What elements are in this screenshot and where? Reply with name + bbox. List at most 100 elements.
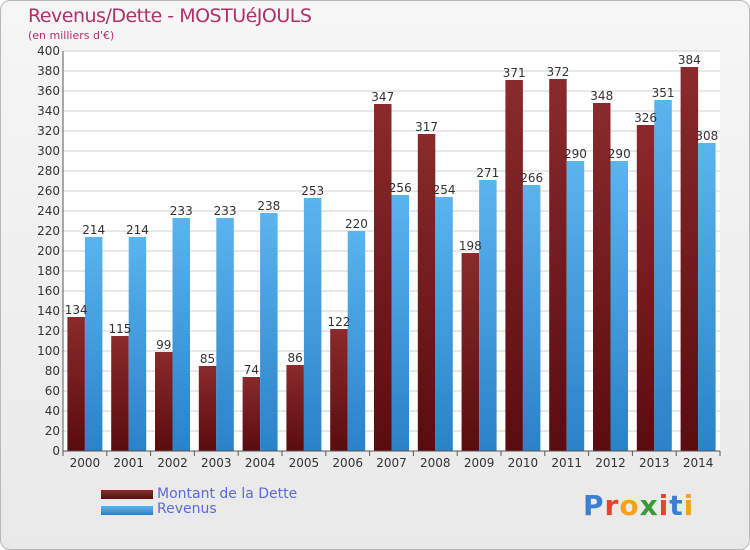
y-tick-label: 280 xyxy=(37,164,60,178)
data-label: 266 xyxy=(520,171,543,185)
data-label: 233 xyxy=(170,204,193,218)
logo-letter: t xyxy=(669,489,684,522)
y-tick-label: 200 xyxy=(37,244,60,258)
y-tick-label: 240 xyxy=(37,204,60,218)
data-label: 198 xyxy=(459,239,482,253)
logo-letter: o xyxy=(619,489,640,522)
data-label: 214 xyxy=(82,223,105,237)
data-label: 134 xyxy=(65,303,88,317)
legend-label-revenus: Revenus xyxy=(157,501,217,517)
data-label: 254 xyxy=(433,183,456,197)
y-tick-label: 0 xyxy=(52,444,60,458)
bar-revenus xyxy=(260,213,278,451)
data-label: 308 xyxy=(695,129,718,143)
x-tick-label: 2012 xyxy=(595,456,626,470)
proxiti-logo: Proxiti xyxy=(583,489,694,522)
bar-revenus xyxy=(84,237,103,451)
legend-swatch-revenus xyxy=(101,506,153,515)
bar-debt xyxy=(417,134,436,451)
data-label: 238 xyxy=(257,199,280,213)
x-tick-label: 2004 xyxy=(245,456,276,470)
x-tick-label: 2007 xyxy=(376,456,407,470)
bar-revenus xyxy=(128,237,147,451)
bar-revenus xyxy=(347,231,366,451)
data-label: 253 xyxy=(301,184,324,198)
x-tick-label: 2003 xyxy=(201,456,232,470)
bar-revenus xyxy=(698,143,716,451)
y-tick-label: 120 xyxy=(37,324,60,338)
bar-revenus xyxy=(522,185,541,451)
data-label: 317 xyxy=(415,120,438,134)
x-tick-label: 2013 xyxy=(639,456,670,470)
bar-debt xyxy=(461,253,480,451)
bar-revenus xyxy=(216,218,234,451)
bar-debt xyxy=(242,377,261,451)
y-tick-label: 380 xyxy=(37,64,60,78)
data-label: 86 xyxy=(288,351,303,365)
y-tick-label: 340 xyxy=(37,104,60,118)
bar-debt xyxy=(505,80,523,451)
x-tick-label: 2001 xyxy=(113,456,144,470)
bar-debt xyxy=(286,365,304,451)
bar-revenus xyxy=(172,218,190,451)
data-label: 372 xyxy=(546,65,569,79)
bar-debt xyxy=(374,104,392,451)
data-label: 85 xyxy=(200,352,215,366)
y-tick-label: 320 xyxy=(37,124,60,138)
y-tick-label: 40 xyxy=(45,404,60,418)
x-tick-label: 2009 xyxy=(464,456,495,470)
bar-debt xyxy=(111,336,129,451)
bar-debt xyxy=(636,125,655,451)
y-tick-label: 360 xyxy=(37,84,60,98)
x-tick-label: 2011 xyxy=(551,456,582,470)
logo-letter: x xyxy=(639,489,659,522)
data-label: 214 xyxy=(126,223,149,237)
x-tick-label: 2006 xyxy=(332,456,363,470)
data-labels: 134 214 115 214 99 233 85 233 74 238 86 253 122 220 34… xyxy=(65,53,719,377)
data-label: 74 xyxy=(244,363,259,377)
x-tick-label: 2010 xyxy=(508,456,539,470)
bar-revenus xyxy=(479,180,497,451)
legend-swatch-debt xyxy=(101,490,153,499)
bar-revenus xyxy=(303,198,322,451)
bar-revenus xyxy=(610,161,628,451)
bar-revenus xyxy=(566,161,585,451)
data-label: 256 xyxy=(389,181,412,195)
bar-debt xyxy=(155,352,173,451)
data-label: 115 xyxy=(108,322,131,336)
chart-subtitle: (en milliers d'€) xyxy=(28,29,115,42)
y-tick-label: 80 xyxy=(45,364,60,378)
bar-debt xyxy=(330,329,348,451)
y-tick-label: 140 xyxy=(37,304,60,318)
axes: 0 20 40 60 80 100 120 140 160 180 200 220 240 260 280 3… xyxy=(37,44,721,470)
bar-debt xyxy=(680,67,699,451)
y-tick-label: 400 xyxy=(37,44,60,58)
logo-letter: r xyxy=(604,489,620,522)
data-label: 220 xyxy=(345,217,368,231)
legend-label-debt: Montant de la Dette xyxy=(157,486,298,502)
y-tick-label: 20 xyxy=(45,424,60,438)
y-tick-label: 160 xyxy=(37,284,60,298)
bars xyxy=(67,67,716,451)
data-label: 384 xyxy=(678,53,701,67)
data-label: 290 xyxy=(608,147,631,161)
data-label: 233 xyxy=(214,204,237,218)
y-tick-label: 260 xyxy=(37,184,60,198)
bar-revenus xyxy=(391,195,409,451)
data-label: 348 xyxy=(590,89,613,103)
y-tick-label: 220 xyxy=(37,224,60,238)
bar-revenus xyxy=(435,197,453,451)
data-label: 99 xyxy=(156,338,171,352)
data-label: 347 xyxy=(371,90,394,104)
x-tick-label: 2014 xyxy=(683,456,714,470)
data-label: 326 xyxy=(634,111,657,125)
y-tick-label: 300 xyxy=(37,144,60,158)
x-tick-label: 2008 xyxy=(420,456,451,470)
logo-letter: i xyxy=(658,489,670,522)
y-tick-label: 100 xyxy=(37,344,60,358)
bar-debt xyxy=(593,103,611,451)
bar-debt xyxy=(67,317,85,451)
bar-revenus xyxy=(654,100,672,451)
logo-letter: i xyxy=(683,489,695,522)
